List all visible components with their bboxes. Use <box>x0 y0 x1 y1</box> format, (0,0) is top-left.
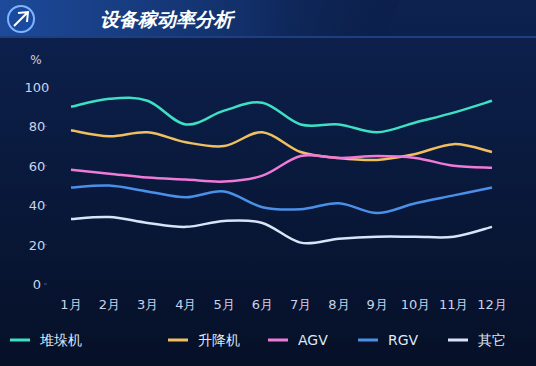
x-tick-label: 9月 <box>367 297 388 312</box>
y-tick-label: 100 <box>25 80 50 95</box>
chart: 设备稼动率分析% 0 20 40 60 80 100 1月 2月 3月 4月 5月 6月 7月 8月 9月 10… <box>0 0 536 366</box>
series-line <box>71 155 492 182</box>
legend-swatch <box>358 339 378 342</box>
series-line <box>71 185 492 213</box>
legend-swatch <box>10 339 30 342</box>
icon-arrow <box>14 12 28 26</box>
background <box>0 0 536 366</box>
x-tick-label: 11月 <box>439 297 469 312</box>
y-tick-label: 20 <box>29 238 46 253</box>
header-band <box>0 0 400 36</box>
legend-label: RGV <box>388 332 419 348</box>
legend-swatch <box>168 339 188 342</box>
y-tick-label: 80 <box>29 119 46 134</box>
legend-label: 堆垛机 <box>39 332 82 348</box>
title: 设备稼动率分析 <box>100 8 236 30</box>
x-tick-label: 1月 <box>60 297 81 312</box>
legend-swatch <box>448 339 468 342</box>
x-tick-label: 4月 <box>175 297 196 312</box>
x-tick-label: 5月 <box>213 297 234 312</box>
x-tick-label: 10月 <box>401 297 431 312</box>
y-tick-label: 40 <box>29 198 46 213</box>
header-line <box>0 37 536 38</box>
y-tick-label: 60 <box>29 159 46 174</box>
x-tick-label: 3月 <box>137 297 158 312</box>
y-axis-label: % <box>30 53 41 67</box>
legend-label: 其它 <box>478 332 506 348</box>
x-tick-label: 6月 <box>252 297 273 312</box>
legend-swatch <box>268 339 288 342</box>
x-tick-label: 7月 <box>290 297 311 312</box>
x-tick-label: 2月 <box>99 297 120 312</box>
series-line <box>71 217 492 243</box>
plot-area <box>71 98 492 243</box>
x-tick-label: 12月 <box>477 297 507 312</box>
series-line <box>71 98 492 132</box>
series-line <box>71 130 492 160</box>
y-tick <box>44 284 47 285</box>
icon <box>8 6 34 32</box>
x-tick-label: 8月 <box>328 297 349 312</box>
y-tick-label: 0 <box>33 277 41 292</box>
legend-label: 升降机 <box>198 332 240 348</box>
legend-label: AGV <box>298 332 328 348</box>
